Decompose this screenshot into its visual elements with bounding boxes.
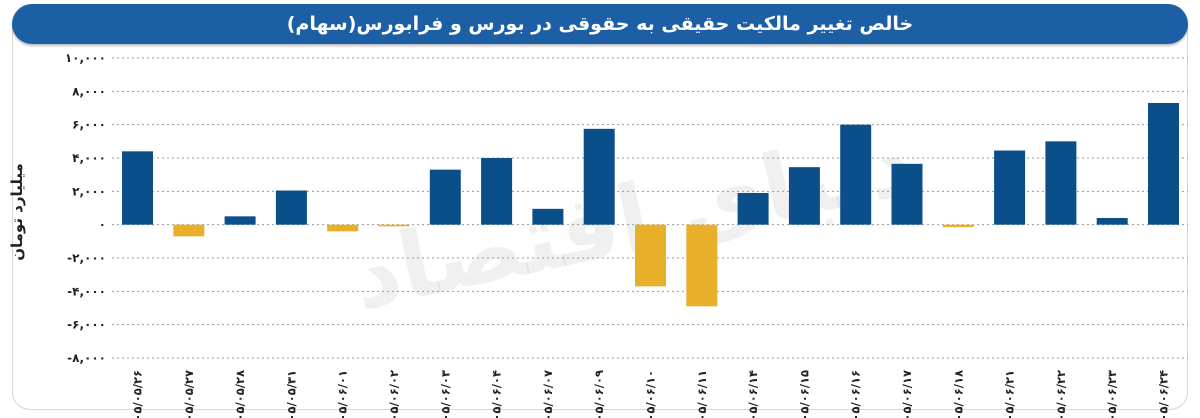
- x-tick-label: ۱۴۰۵/۰۶/۱۶: [849, 370, 863, 418]
- bar: [224, 216, 256, 225]
- x-tick-label: ۱۴۰۵/۰۵/۲۸: [233, 370, 247, 418]
- x-tick-label: ۱۴۰۵/۰۶/۰۴: [490, 370, 504, 418]
- bar: [429, 169, 461, 225]
- x-tick-label: ۱۴۰۵/۰۶/۰۳: [438, 370, 452, 418]
- x-tick-label: ۱۴۰۵/۰۶/۰۷: [541, 370, 555, 418]
- bar: [275, 190, 307, 225]
- x-tick-label: ۱۴۰۵/۰۵/۲۷: [182, 370, 196, 418]
- bar: [994, 150, 1026, 225]
- y-tick-label: ۱۰,۰۰۰: [65, 51, 106, 65]
- x-tick-label: ۱۴۰۵/۰۶/۰۹: [592, 370, 606, 418]
- x-tick-label: ۱۴۰۵/۰۶/۱۱: [695, 370, 709, 418]
- chart-title: خالص تغییر مالکیت حقیقی به حقوقی در بورس…: [286, 13, 914, 35]
- y-tick-label: ۴,۰۰۰: [72, 151, 106, 165]
- x-tick-label: ۱۴۰۵/۰۶/۲۴: [1157, 370, 1171, 418]
- x-tick-label: ۱۴۰۵/۰۶/۰۲: [387, 370, 401, 418]
- x-tick-label: ۱۴۰۵/۰۶/۰۱: [336, 370, 350, 418]
- y-tick-label: -۶,۰۰۰: [67, 318, 106, 332]
- bar: [378, 224, 410, 227]
- y-tick-label: ۲,۰۰۰: [72, 184, 106, 198]
- bar: [327, 224, 359, 232]
- x-tick-label: ۱۴۰۵/۰۶/۲۲: [1054, 370, 1068, 418]
- bar: [532, 208, 564, 225]
- y-tick-label: -۸,۰۰۰: [67, 351, 106, 365]
- bar: [686, 224, 718, 307]
- bar: [737, 193, 769, 225]
- x-tick-label: ۱۴۰۵/۰۶/۱۴: [746, 370, 760, 418]
- x-tick-label: ۱۴۰۵/۰۶/۱۷: [900, 370, 914, 418]
- title-bar: خالص تغییر مالکیت حقیقی به حقوقی در بورس…: [12, 4, 1188, 44]
- bar: [481, 158, 513, 225]
- y-tick-label: -۴,۰۰۰: [67, 284, 106, 298]
- bar: [122, 151, 153, 225]
- bar: [788, 167, 820, 225]
- bar: [635, 224, 666, 287]
- y-tick-label: ۸,۰۰۰: [72, 84, 106, 98]
- bar: [1096, 218, 1128, 225]
- y-tick-label: -۲,۰۰۰: [67, 251, 106, 265]
- bar: [1045, 141, 1077, 225]
- bar: [1148, 103, 1179, 225]
- y-tick-label: ۶,۰۰۰: [72, 118, 106, 132]
- x-tick-label: ۱۴۰۵/۰۵/۳۱: [284, 370, 298, 418]
- x-tick-label: ۱۴۰۵/۰۵/۲۶: [131, 370, 145, 418]
- bar: [840, 124, 872, 225]
- x-tick-label: ۱۴۰۵/۰۶/۲۳: [1105, 370, 1119, 418]
- bar: [173, 224, 205, 237]
- x-tick-label: ۱۴۰۵/۰۶/۱۵: [797, 370, 811, 418]
- y-axis-label: میلیارد تومان: [8, 163, 26, 261]
- x-tick-label: ۱۴۰۵/۰۶/۲۱: [1003, 370, 1017, 418]
- bar: [942, 224, 974, 228]
- bar: [891, 163, 923, 225]
- y-tick-label: ۰: [99, 218, 106, 232]
- bar: [583, 128, 615, 225]
- x-tick-label: ۱۴۰۵/۰۶/۱۸: [951, 370, 965, 418]
- x-tick-label: ۱۴۰۵/۰۶/۱۰: [644, 370, 658, 418]
